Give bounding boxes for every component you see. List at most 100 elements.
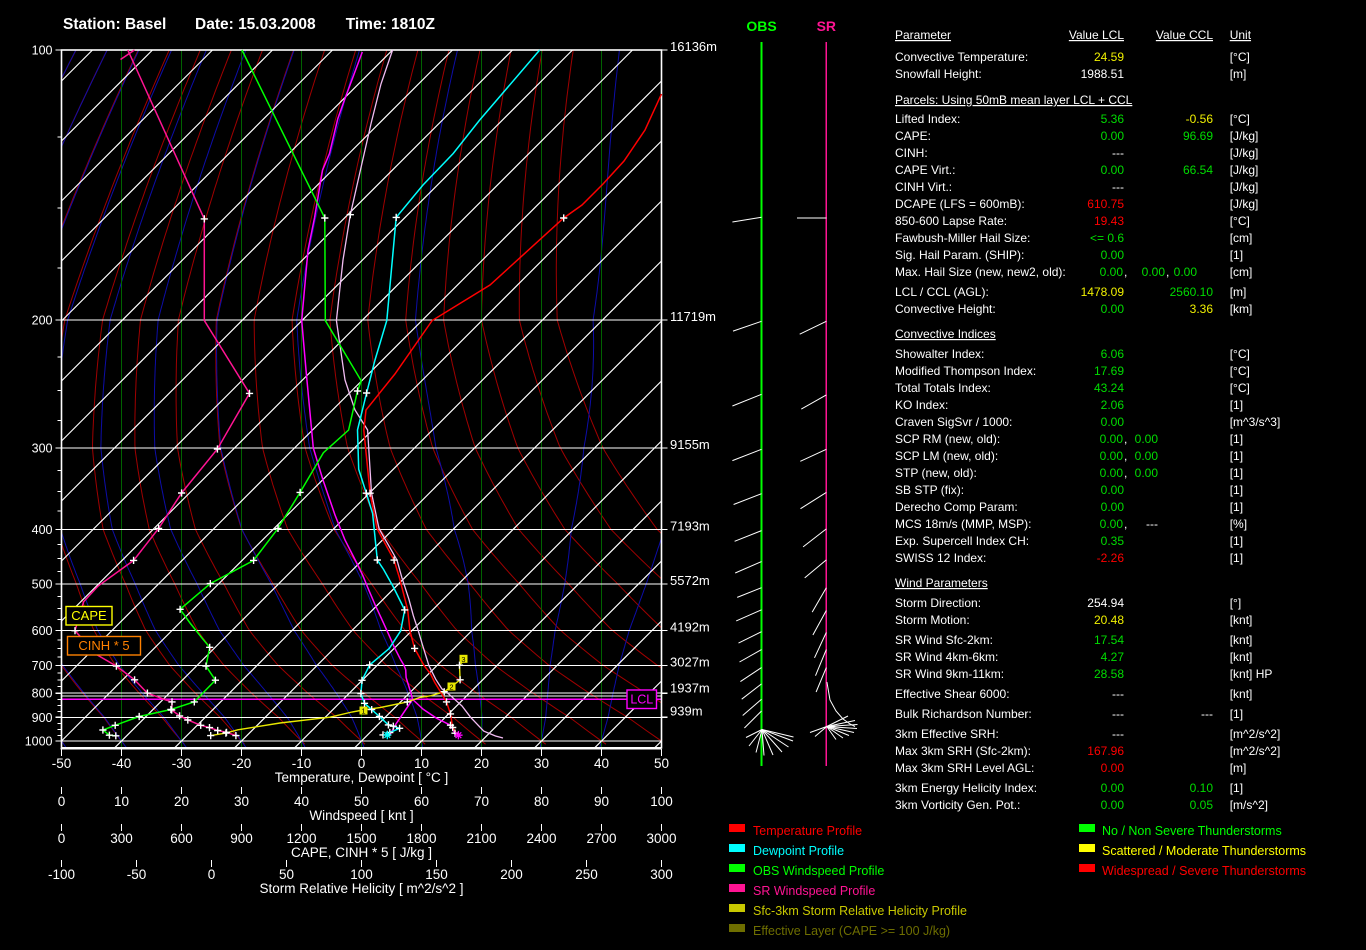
svg-text:---: --- xyxy=(1112,707,1124,721)
svg-text:Sig. Hail Param. (SHIP):: Sig. Hail Param. (SHIP): xyxy=(895,248,1024,262)
svg-text:16136m: 16136m xyxy=(670,39,717,54)
svg-text:Storm Direction:: Storm Direction: xyxy=(895,596,981,610)
svg-text:2700: 2700 xyxy=(586,831,616,846)
svg-text:[°C]: [°C] xyxy=(1230,381,1250,395)
svg-text:0: 0 xyxy=(58,794,66,809)
svg-text:SR Wind 4km-6km:: SR Wind 4km-6km: xyxy=(895,650,998,664)
svg-text:Wind Parameters: Wind Parameters xyxy=(895,576,988,590)
svg-text:[1]: [1] xyxy=(1230,466,1243,480)
svg-text:SB STP (fix):: SB STP (fix): xyxy=(895,483,964,497)
svg-text:---: --- xyxy=(1112,727,1124,741)
svg-text:,: , xyxy=(1124,466,1127,480)
svg-text:,: , xyxy=(1166,265,1169,279)
svg-text:[1]: [1] xyxy=(1230,449,1243,463)
svg-text:2.06: 2.06 xyxy=(1101,398,1125,412)
svg-text:-20: -20 xyxy=(232,756,252,771)
svg-text:10: 10 xyxy=(414,756,429,771)
svg-text:1478.09: 1478.09 xyxy=(1081,285,1125,299)
svg-text:66.54: 66.54 xyxy=(1183,163,1213,177)
svg-text:Derecho Comp Param:: Derecho Comp Param: xyxy=(895,500,1018,514)
svg-text:MCS 18m/s (MMP, MSP):: MCS 18m/s (MMP, MSP): xyxy=(895,517,1031,531)
svg-text:0.00: 0.00 xyxy=(1135,449,1159,463)
svg-text:SCP RM (new, old):: SCP RM (new, old): xyxy=(895,432,1000,446)
svg-text:1988.51: 1988.51 xyxy=(1081,67,1125,81)
svg-text:OBS: OBS xyxy=(746,18,776,34)
svg-text:<= 0.6: <= 0.6 xyxy=(1090,231,1124,245)
svg-text:[km]: [km] xyxy=(1230,302,1253,316)
svg-text:50: 50 xyxy=(354,794,369,809)
svg-text:24.59: 24.59 xyxy=(1094,50,1124,64)
svg-text:CINH:: CINH: xyxy=(895,146,928,160)
svg-text:[cm]: [cm] xyxy=(1230,231,1253,245)
svg-text:0.00: 0.00 xyxy=(1101,798,1125,812)
svg-text:Max. Hail Size (new, new2, old: Max. Hail Size (new, new2, old): xyxy=(895,265,1066,279)
svg-text:[m^2/s^2]: [m^2/s^2] xyxy=(1230,744,1281,758)
svg-text:3km Vorticity Gen. Pot.:: 3km Vorticity Gen. Pot.: xyxy=(895,798,1020,812)
svg-text:[J/kg]: [J/kg] xyxy=(1230,129,1259,143)
svg-text:CAPE:: CAPE: xyxy=(895,129,931,143)
svg-text:1: 1 xyxy=(361,707,365,716)
svg-text:Effective Shear 6000:: Effective Shear 6000: xyxy=(895,687,1010,701)
svg-text:-40: -40 xyxy=(112,756,132,771)
svg-text:Effective Layer (CAPE >= 100 J: Effective Layer (CAPE >= 100 J/kg) xyxy=(753,924,950,938)
svg-text:DCAPE (LFS = 600mB):: DCAPE (LFS = 600mB): xyxy=(895,197,1025,211)
svg-text:3000: 3000 xyxy=(646,831,676,846)
svg-text:1200: 1200 xyxy=(286,831,316,846)
svg-text:20.48: 20.48 xyxy=(1094,613,1124,627)
svg-text:Showalter Index:: Showalter Index: xyxy=(895,347,984,361)
svg-text:Max 3km SRH (Sfc-2km):: Max 3km SRH (Sfc-2km): xyxy=(895,744,1031,758)
svg-text:---: --- xyxy=(1112,146,1124,160)
svg-text:[m]: [m] xyxy=(1230,761,1247,775)
svg-text:[m]: [m] xyxy=(1230,67,1247,81)
svg-text:Convective Temperature:: Convective Temperature: xyxy=(895,50,1028,64)
svg-text:7193m: 7193m xyxy=(670,519,710,534)
svg-text:3km Effective SRH:: 3km Effective SRH: xyxy=(895,727,999,741)
svg-text:200: 200 xyxy=(32,314,53,328)
svg-text:-50: -50 xyxy=(127,867,147,882)
svg-text:LCL / CCL (AGL):: LCL / CCL (AGL): xyxy=(895,285,989,299)
svg-text:[knt]: [knt] xyxy=(1230,687,1253,701)
svg-text:50: 50 xyxy=(279,867,294,882)
svg-text:[°]: [°] xyxy=(1230,596,1241,610)
svg-text:20: 20 xyxy=(174,794,189,809)
svg-text:CAPE, CINH * 5 [ J/kg ]: CAPE, CINH * 5 [ J/kg ] xyxy=(291,845,432,860)
svg-text:150: 150 xyxy=(425,867,448,882)
svg-text:610.75: 610.75 xyxy=(1087,197,1124,211)
svg-text:[m^3/s^3]: [m^3/s^3] xyxy=(1230,415,1281,429)
svg-text:400: 400 xyxy=(32,523,53,537)
svg-text:0: 0 xyxy=(358,756,366,771)
svg-text:,: , xyxy=(1124,432,1127,446)
svg-text:-50: -50 xyxy=(52,756,72,771)
svg-text:[J/kg]: [J/kg] xyxy=(1230,163,1259,177)
svg-text:---: --- xyxy=(1112,180,1124,194)
svg-text:SR Windspeed Profile: SR Windspeed Profile xyxy=(753,884,875,898)
svg-text:96.69: 96.69 xyxy=(1183,129,1213,143)
svg-text:Value CCL: Value CCL xyxy=(1156,28,1213,42)
svg-text:[cm]: [cm] xyxy=(1230,265,1253,279)
svg-text:[J/kg]: [J/kg] xyxy=(1230,197,1259,211)
svg-text:Unit: Unit xyxy=(1230,28,1252,42)
svg-text:,: , xyxy=(1124,265,1127,279)
svg-text:CAPE: CAPE xyxy=(71,608,107,623)
svg-text:0.35: 0.35 xyxy=(1101,534,1125,548)
svg-text:0.00: 0.00 xyxy=(1101,781,1125,795)
svg-text:CINH * 5: CINH * 5 xyxy=(78,638,129,653)
svg-text:[1]: [1] xyxy=(1230,551,1243,565)
svg-text:900: 900 xyxy=(230,831,253,846)
svg-text:90: 90 xyxy=(594,794,609,809)
svg-text:[knt]: [knt] xyxy=(1230,650,1253,664)
svg-text:167.96: 167.96 xyxy=(1087,744,1124,758)
svg-text:939m: 939m xyxy=(670,703,703,718)
svg-text:Temperature Profile: Temperature Profile xyxy=(753,824,862,838)
svg-text:0.00: 0.00 xyxy=(1142,265,1166,279)
svg-text:0.10: 0.10 xyxy=(1190,781,1214,795)
svg-text:[1]: [1] xyxy=(1230,500,1243,514)
svg-text:Date: 15.03.2008: Date: 15.03.2008 xyxy=(195,16,316,33)
svg-text:SR: SR xyxy=(817,18,836,34)
svg-text:70: 70 xyxy=(474,794,489,809)
svg-text:0.00: 0.00 xyxy=(1101,415,1125,429)
svg-text:Lifted Index:: Lifted Index: xyxy=(895,112,960,126)
svg-text:600: 600 xyxy=(32,624,53,638)
svg-text:0.00: 0.00 xyxy=(1174,265,1198,279)
svg-text:0.00: 0.00 xyxy=(1135,466,1159,480)
